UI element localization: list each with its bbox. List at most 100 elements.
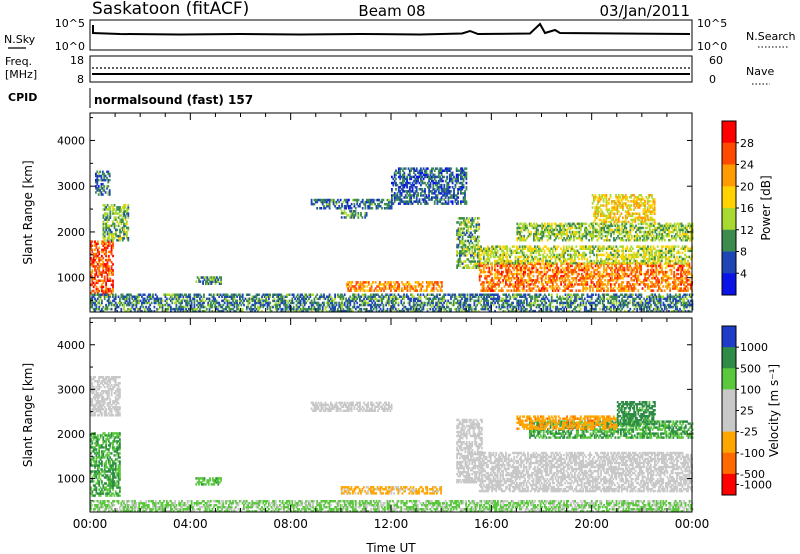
power-cell <box>425 285 428 288</box>
power-cell <box>471 252 474 255</box>
power-cell <box>683 270 685 274</box>
power-cell <box>642 226 644 230</box>
power-cell <box>364 212 367 215</box>
power-cell <box>102 250 105 254</box>
power-cell <box>418 200 421 203</box>
power-cell <box>645 270 648 274</box>
power-cell <box>112 208 114 211</box>
power-cell <box>450 196 453 199</box>
power-cell <box>487 255 489 259</box>
power-cell <box>666 274 669 278</box>
power-cell <box>419 289 421 292</box>
power-cell <box>96 263 99 266</box>
power-cell <box>214 282 217 285</box>
power-cell <box>506 272 509 276</box>
power-cell <box>106 289 109 293</box>
power-cell <box>680 289 682 292</box>
power-cell <box>462 183 465 187</box>
power-cell <box>404 190 407 193</box>
power-cell <box>115 228 117 232</box>
power-cell <box>377 285 380 288</box>
power-cell <box>102 234 105 238</box>
power-cell <box>534 279 536 282</box>
power-cell <box>611 277 613 280</box>
power-cell <box>474 229 476 232</box>
power-data-cells <box>90 167 694 313</box>
power-cell <box>454 194 457 197</box>
power-cell <box>453 175 455 179</box>
power-cell <box>586 281 589 284</box>
power-cell <box>496 274 499 278</box>
power-cell <box>476 254 479 257</box>
power-cell <box>578 268 580 272</box>
power-cell <box>578 279 580 282</box>
power-cell <box>485 277 488 280</box>
power-cell <box>684 270 687 274</box>
power-cell <box>585 272 587 276</box>
power-cell <box>402 175 404 179</box>
power-cell <box>655 281 658 284</box>
power-cell <box>487 253 489 257</box>
power-cell <box>116 228 119 232</box>
power-cell <box>421 179 424 183</box>
power-cell <box>554 279 557 282</box>
power-cell <box>476 252 479 255</box>
power-cell <box>351 216 354 219</box>
power-cell <box>553 279 556 282</box>
power-cell <box>121 237 124 240</box>
power-cell <box>525 279 528 282</box>
power-cell <box>126 232 128 236</box>
power-cell <box>634 262 637 266</box>
power-cell <box>579 268 582 272</box>
power-cell <box>565 266 568 270</box>
power-cell <box>436 181 439 185</box>
power-cell <box>463 231 465 234</box>
power-cell <box>119 230 121 234</box>
power-cell <box>633 279 636 282</box>
power-cell <box>161 299 164 303</box>
power-cell <box>502 253 504 257</box>
power-cell <box>420 171 422 175</box>
power-cell <box>198 280 200 283</box>
power-cell <box>98 258 101 262</box>
power-cell <box>403 200 406 203</box>
power-cell <box>498 270 500 274</box>
power-cell <box>424 181 426 185</box>
power-cell <box>328 205 331 208</box>
power-cell <box>428 283 431 286</box>
power-cell <box>500 270 503 274</box>
power-cell <box>457 262 460 265</box>
power-cell <box>651 272 653 276</box>
power-cell <box>471 250 474 253</box>
power-cell <box>474 262 476 265</box>
power-cell <box>665 270 667 274</box>
power-cell <box>109 258 112 262</box>
power-cell <box>647 268 649 272</box>
power-cell <box>608 262 611 266</box>
power-cell <box>688 279 691 282</box>
power-cell <box>608 266 611 270</box>
power-cell <box>496 283 499 286</box>
power-cell <box>453 190 455 193</box>
power-cell <box>518 266 521 270</box>
power-cell <box>481 249 484 253</box>
power-cell <box>102 222 105 226</box>
power-cell <box>643 281 645 284</box>
power-cell <box>520 266 522 270</box>
power-cell <box>110 252 113 256</box>
power-cell <box>456 254 458 257</box>
power-cell <box>565 274 568 278</box>
cpid-text: normalsound (fast) 157 <box>94 93 253 107</box>
power-cell <box>96 275 99 278</box>
power-cell <box>342 200 345 204</box>
power-cell <box>488 266 491 270</box>
power-cell <box>681 277 684 280</box>
power-cell <box>597 287 600 290</box>
power-cell <box>659 264 662 268</box>
power-cell <box>598 279 601 282</box>
power-cell <box>472 252 475 255</box>
power-cell <box>457 243 460 247</box>
power-cell <box>120 218 123 221</box>
power-cell <box>105 226 108 230</box>
power-cell <box>633 287 636 290</box>
